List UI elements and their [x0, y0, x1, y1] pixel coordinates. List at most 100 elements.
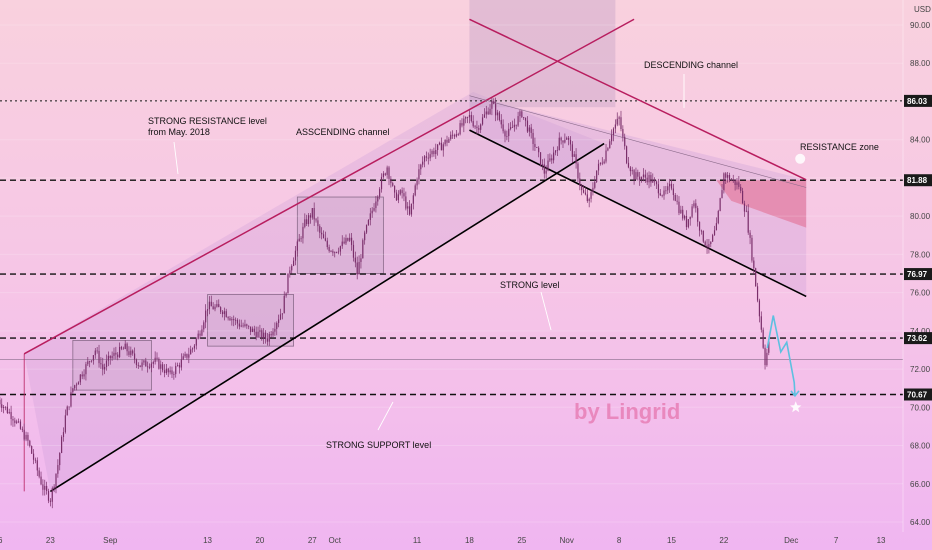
candle-body-169 [313, 208, 315, 220]
candle-body-244 [453, 135, 456, 137]
candle-body-191 [354, 257, 356, 263]
candle-body-79 [145, 360, 147, 367]
candle-body-71 [130, 350, 132, 355]
candle-body-312 [581, 185, 583, 191]
candle-body-146 [270, 334, 272, 336]
candle-body-118 [218, 304, 220, 308]
candle-body-214 [397, 194, 399, 201]
candle-body-112 [206, 309, 209, 311]
candle-body-150 [278, 319, 280, 323]
candle-body-206 [382, 173, 384, 177]
y-tick-label-0: 64.00 [910, 518, 931, 527]
candle-body-182 [337, 251, 340, 253]
candle-body-294 [547, 160, 549, 171]
forecast-arrowhead [790, 390, 800, 398]
candle-body-378 [704, 241, 706, 246]
candle-body-377 [702, 230, 704, 242]
candle-body-170 [315, 219, 317, 221]
candle-body-323 [601, 162, 603, 164]
candle-body-208 [386, 167, 388, 175]
candle-body-364 [678, 201, 680, 214]
candle-body-338 [629, 167, 631, 172]
candle-body-301 [560, 137, 562, 141]
candle-body-44 [79, 374, 81, 383]
candle-body-148 [274, 328, 276, 332]
candle-body-359 [669, 183, 671, 187]
candle-body-368 [685, 216, 688, 228]
descending-channel-mid-line [469, 95, 807, 188]
annotation-resistance-line-2: from May. 2018 [148, 127, 210, 137]
candle-body-264 [491, 101, 493, 109]
candle-body-55 [100, 363, 102, 365]
candle-body-386 [719, 198, 721, 212]
candle-body-394 [734, 179, 736, 185]
candle-body-48 [87, 361, 89, 365]
candle-body-166 [307, 215, 310, 225]
candle-body-174 [322, 234, 325, 239]
candle-body-63 [115, 352, 117, 355]
candle-body-12 [19, 421, 22, 429]
candle-body-46 [83, 374, 85, 377]
x-tick-label-8: 18 [465, 536, 474, 545]
candle-body-104 [191, 348, 194, 350]
candle-body-159 [294, 250, 297, 261]
descending-channel-top-line [469, 18, 807, 181]
candle-body-376 [700, 230, 703, 232]
candle-body-407 [758, 300, 761, 317]
candle-body-126 [233, 319, 235, 321]
candle-body-6 [8, 411, 10, 413]
candle-body-175 [324, 238, 326, 241]
candle-body-119 [220, 307, 222, 312]
candle-body-243 [452, 134, 454, 136]
level-tag-bg-73.62 [904, 332, 932, 345]
candle-body-90 [165, 368, 167, 374]
ascending-channel-fill [24, 91, 605, 492]
candle-body-125 [231, 319, 233, 321]
x-tick-label-1: 23 [46, 536, 55, 545]
candle-body-272 [506, 136, 508, 137]
candle-body-303 [564, 139, 566, 143]
candle-body-25 [44, 485, 46, 490]
candle-body-347 [646, 177, 648, 183]
candle-body-411 [766, 352, 768, 366]
candle-body-396 [738, 182, 740, 187]
candle-body-102 [188, 354, 190, 358]
y-tick-label-10: 84.00 [910, 136, 931, 145]
candle-body-325 [605, 150, 607, 162]
candle-body-101 [186, 353, 188, 358]
candle-body-379 [706, 245, 708, 248]
candle-body-257 [478, 128, 480, 130]
candle-body-345 [642, 174, 645, 178]
candle-body-346 [644, 174, 646, 178]
level-tag-label-73.62: 73.62 [907, 334, 928, 343]
annotation-strong-level: STRONG level [500, 280, 560, 290]
candle-body-380 [708, 243, 710, 248]
candle-body-97 [178, 365, 181, 368]
candle-body-216 [401, 190, 403, 194]
channels-layer [23, 18, 807, 493]
candle-body-293 [545, 170, 547, 174]
x-tick-label-14: Dec [784, 536, 798, 545]
level-tag-bg-81.88 [904, 174, 932, 187]
candle-body-219 [407, 206, 409, 209]
candle-body-254 [472, 121, 474, 127]
candle-body-335 [624, 136, 626, 147]
candle-body-319 [594, 181, 596, 188]
candle-body-276 [513, 124, 515, 128]
x-tick-label-15: 7 [834, 536, 839, 545]
candle-body-67 [122, 348, 124, 350]
candle-body-220 [408, 206, 411, 215]
candle-body-231 [429, 154, 431, 159]
candle-body-291 [541, 164, 544, 166]
candle-body-47 [85, 364, 87, 375]
candle-body-81 [148, 366, 151, 368]
candle-body-96 [177, 365, 179, 367]
candle-body-53 [96, 350, 98, 352]
candle-body-316 [588, 198, 590, 202]
candle-body-367 [683, 216, 686, 219]
candle-body-317 [590, 192, 592, 199]
candle-body-230 [427, 157, 429, 159]
candle-body-117 [216, 304, 218, 307]
